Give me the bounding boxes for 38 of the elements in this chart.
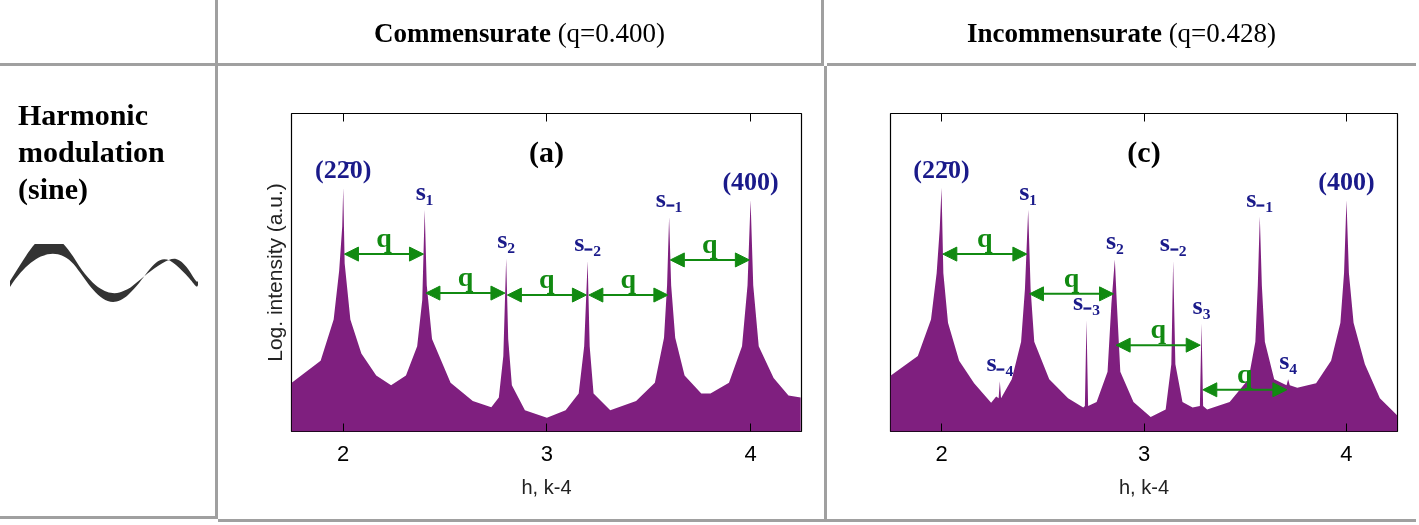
- annotation: s₁: [1019, 176, 1038, 206]
- text: (c): [1127, 135, 1161, 170]
- annotation: s₄: [1279, 346, 1298, 376]
- y-axis-title: Log. intensity (a.u.): [262, 183, 286, 362]
- annotation: q: [977, 222, 994, 254]
- annotation: s₋₄: [986, 348, 1014, 378]
- annotation: s₂: [497, 225, 516, 255]
- annotation: s₂: [1105, 226, 1125, 256]
- annotation: (400): [722, 167, 779, 197]
- annotation: q: [620, 263, 637, 295]
- annotation: q: [1150, 313, 1167, 345]
- annotation: q: [539, 263, 556, 295]
- x-axis-title: h, k-4: [1118, 475, 1170, 498]
- x-tick-label: 4: [1340, 440, 1353, 466]
- x-tick-label: 3: [1137, 440, 1151, 466]
- annotation: s₋₁: [655, 184, 683, 214]
- text: Harmonic modulation (sine): [18, 97, 166, 207]
- annotation: q: [702, 227, 719, 259]
- x-tick-label: 2: [337, 440, 350, 466]
- x-tick-label: 3: [540, 440, 554, 466]
- chart-title: Commensurate: [373, 18, 551, 48]
- annotation: s₃: [1192, 290, 1211, 320]
- annotation: s₋₂: [574, 227, 602, 257]
- chart-subtitle: (q=0.400): [557, 18, 666, 48]
- annotation: s₋₁: [1246, 183, 1274, 213]
- annotation: (22̄0): [315, 154, 372, 184]
- annotation: s₋₂: [1159, 227, 1187, 257]
- x-tick-label: 4: [744, 440, 757, 466]
- x-axis-title: h, k-4: [521, 475, 572, 498]
- x-tick-label: 2: [935, 440, 948, 466]
- chart-subtitle: (q=0.428): [1168, 18, 1277, 48]
- annotation: s₁: [415, 176, 434, 206]
- annotation: (22̄0): [913, 154, 970, 184]
- annotation: q: [376, 222, 393, 254]
- annotation: (400): [1318, 167, 1375, 197]
- text: (a): [529, 135, 564, 170]
- chart-title: Incommensurate: [966, 18, 1162, 48]
- annotation: q: [457, 261, 474, 293]
